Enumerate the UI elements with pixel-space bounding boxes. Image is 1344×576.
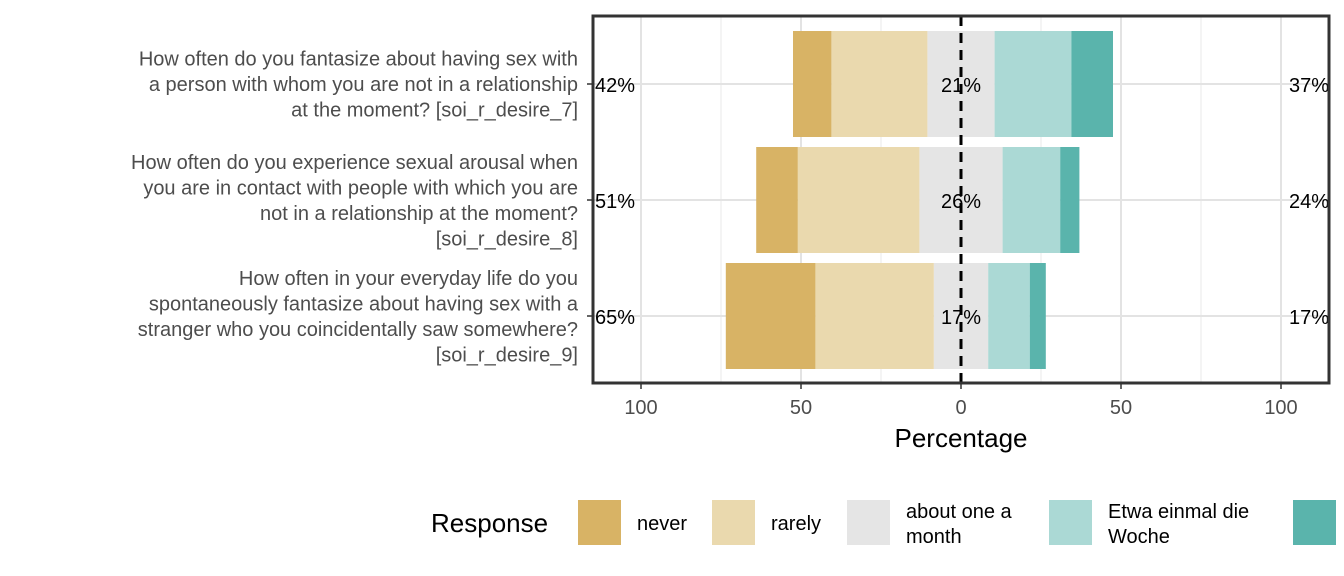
bar-rarely-row-3: [815, 263, 934, 369]
bar-series-5-row-1: [1071, 31, 1113, 137]
category-label-line: How often do you experience sexual arous…: [131, 152, 578, 174]
legend-label-about-one-a-month: month: [906, 526, 962, 548]
category-label-line: spontaneously fantasize about having sex…: [149, 293, 579, 315]
x-tick-label: 50: [790, 397, 812, 419]
bar-etwa-einmal-die-woche-row-2: [1002, 147, 1061, 253]
low-percent-label: 65%: [595, 307, 635, 329]
category-label-line: How often in your everyday life do you: [239, 268, 578, 290]
x-tick-label: 50: [1110, 397, 1132, 419]
legend-swatch-never: [578, 500, 621, 545]
legend-swatch-etwa-einmal-die-woche: [1049, 500, 1092, 545]
neutral-percent-label: 26%: [941, 191, 981, 213]
category-label-line: at the moment? [soi_r_desire_7]: [291, 100, 578, 122]
low-percent-label: 42%: [595, 75, 635, 97]
bar-etwa-einmal-die-woche-row-3: [988, 263, 1030, 369]
x-axis-title: Percentage: [895, 423, 1028, 453]
legend-label-etwa-einmal-die-woche: Woche: [1108, 526, 1170, 548]
neutral-percent-label: 17%: [941, 307, 981, 329]
x-tick-label: 100: [1264, 397, 1297, 419]
bar-never-row-2: [756, 147, 798, 253]
bar-never-row-3: [725, 263, 816, 369]
category-label-line: stranger who you coincidentally saw some…: [138, 319, 578, 341]
category-label-line: [soi_r_desire_8]: [436, 228, 578, 250]
category-label-line: a person with whom you are not in a rela…: [149, 74, 578, 96]
neutral-percent-label: 21%: [941, 75, 981, 97]
legend-swatch-about-one-a-month: [847, 500, 890, 545]
bar-rarely-row-2: [797, 147, 920, 253]
bar-about-one-a-month-row-2: [919, 147, 1003, 253]
x-tick-label: 0: [955, 397, 966, 419]
bar-rarely-row-1: [831, 31, 928, 137]
high-percent-label: 24%: [1289, 191, 1329, 213]
legend-label-etwa-einmal-die-woche: Etwa einmal die: [1108, 501, 1249, 523]
high-percent-label: 17%: [1289, 307, 1329, 329]
legend-swatch-series-5: [1293, 500, 1336, 545]
legend-title: Response: [431, 508, 548, 538]
low-percent-label: 51%: [595, 191, 635, 213]
legend-swatch-rarely: [712, 500, 755, 545]
category-label-line: not in a relationship at the moment?: [260, 203, 578, 225]
high-percent-label: 37%: [1289, 75, 1329, 97]
category-label-line: How often do you fantasize about having …: [139, 49, 578, 71]
x-tick-label: 100: [624, 397, 657, 419]
bar-never-row-1: [793, 31, 832, 137]
bar-etwa-einmal-die-woche-row-1: [994, 31, 1072, 137]
bar-series-5-row-3: [1029, 263, 1046, 369]
category-label-line: you are in contact with people with whic…: [143, 177, 578, 199]
bar-series-5-row-2: [1060, 147, 1080, 253]
category-label-line: [soi_r_desire_9]: [436, 344, 578, 366]
legend-label-about-one-a-month: about one a: [906, 501, 1013, 523]
legend-label-never: never: [637, 513, 687, 535]
legend-label-rarely: rarely: [771, 513, 821, 535]
